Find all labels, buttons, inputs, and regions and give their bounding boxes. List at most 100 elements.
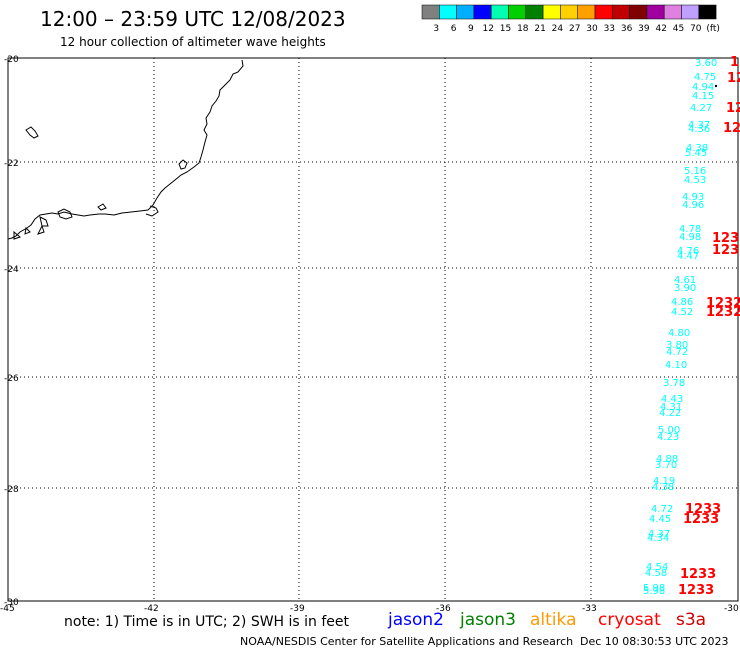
colorbar-swatch	[612, 4, 630, 20]
pass-time-label: 1232	[706, 296, 740, 311]
wave-height-label: 5.16	[684, 166, 706, 177]
colorbar-tick-label: 45	[673, 24, 684, 34]
track-point	[714, 84, 718, 88]
colorbar-swatch	[439, 4, 457, 20]
wave-height-label: 4.76	[677, 246, 699, 257]
graticule	[8, 58, 738, 601]
colorbar-swatch	[577, 4, 596, 20]
wave-height-label: 5.98	[643, 583, 665, 594]
wave-height-label: 4.72	[651, 504, 673, 515]
colorbar-swatch	[560, 4, 578, 20]
satellite-legend-item: altika	[530, 610, 577, 630]
colorbar-tick-label: 33	[604, 24, 615, 34]
colorbar-tick-label: 39	[638, 24, 650, 34]
wave-height-label: 4.96	[682, 200, 704, 211]
colorbar-swatch	[646, 4, 665, 20]
colorbar-tick-label: 70	[690, 24, 702, 34]
wave-height-label: 3.78	[663, 378, 685, 389]
satellite-legend-item: s3a	[676, 610, 706, 630]
longitude-tick-label: -39	[290, 604, 305, 614]
colorbar-swatch	[456, 4, 475, 20]
wave-height-label: 4.34	[647, 533, 669, 544]
longitude-tick-label: -45	[0, 604, 15, 614]
wave-height-label: 4.53	[684, 175, 706, 186]
colorbar-swatch	[698, 4, 717, 20]
longitude-tick-label: -42	[144, 604, 159, 614]
island-bay	[178, 159, 188, 170]
colorbar-tick-label: (ft)	[706, 24, 720, 34]
colorbar-tick-label: 27	[569, 24, 580, 34]
colorbar-swatch	[663, 4, 682, 20]
pass-time-label: 1233	[683, 512, 719, 527]
colorbar-tick-label: 15	[500, 24, 511, 34]
colorbar-tick-label: 3	[433, 24, 439, 34]
satellite-legend-item: jason3	[459, 610, 516, 630]
altimeter-track: 3.604.754.944.154.274.374.364.385.455.16…	[643, 58, 717, 597]
wave-height-label: 4.88	[656, 454, 678, 465]
colorbar-tick-label: 9	[468, 24, 474, 34]
wave-height-label: 4.98	[679, 232, 701, 243]
wave-height-label: 4.15	[692, 91, 714, 102]
longitude-tick-label: -33	[582, 604, 597, 614]
wave-height-label: 4.43	[661, 394, 683, 405]
wave-height-label: 5.45	[685, 148, 707, 159]
colorbar-swatch	[525, 4, 544, 20]
colorbar-swatch	[629, 4, 648, 20]
satellite-legend-item: cryosat	[598, 610, 661, 630]
satellite-legend: jason2 jason3 altika cryosat s3a	[387, 610, 706, 630]
latitude-tick-label: -24	[4, 265, 19, 275]
wave-height-label: 4.10	[665, 360, 687, 371]
wave-height-label: 4.37	[688, 120, 710, 131]
wave-height-label: 3.70	[655, 460, 677, 471]
wave-height-label: 5.98	[643, 586, 665, 597]
island-north	[25, 126, 39, 139]
colorbar-swatch	[421, 4, 440, 20]
latitude-tick-label: -22	[4, 159, 19, 169]
colorbar-tick-label: 21	[534, 24, 545, 34]
colorbar-swatch	[542, 4, 561, 20]
map-frame	[7, 57, 739, 602]
wave-height-label: 4.52	[671, 307, 693, 318]
wave-height-label: 4.75	[694, 72, 716, 83]
wave-height-label: 4.54	[646, 562, 668, 573]
colorbar-tick-label: 6	[451, 24, 457, 34]
wave-height-label: 4.22	[659, 408, 681, 419]
footer-credit: NOAA/NESDIS Center for Satellite Applica…	[240, 635, 573, 648]
colorbar-tick-label: 18	[517, 24, 529, 34]
latitude-tick-label: -20	[4, 55, 19, 65]
colorbar-swatch	[594, 4, 613, 20]
wave-height-label: 4.80	[668, 328, 690, 339]
wave-height-label: 4.19	[653, 476, 675, 487]
footer-timestamp: Dec 10 08:30:53 UTC 2023	[580, 635, 728, 648]
latitude-labels: -20 -22 -24 -26 -28 -30	[4, 55, 19, 608]
colorbar-tick-label: 36	[621, 24, 633, 34]
coastline	[7, 59, 244, 240]
colorbar-swatch	[681, 4, 700, 20]
wave-height-label: 4.27	[690, 103, 712, 114]
coastline-detail	[13, 203, 159, 240]
wave-height-label: 4.93	[682, 192, 704, 203]
pass-time-label: 12	[727, 71, 740, 86]
colorbar-tick-label: 42	[655, 24, 666, 34]
latitude-tick-label: -30	[4, 598, 19, 608]
footer-note: note: 1) Time is in UTC; 2) SWH is in fe…	[64, 614, 350, 630]
wave-height-label: 4.86	[671, 297, 693, 308]
wave-height-label: 4.38	[686, 143, 708, 154]
colorbar-tick-label: 12	[482, 24, 493, 34]
wave-height-label: 4.78	[679, 224, 701, 235]
longitude-tick-label: -30	[724, 604, 739, 614]
wave-height-label: 4.94	[692, 82, 714, 93]
colorbar-swatch	[473, 4, 492, 20]
pass-time-label: 1233	[678, 583, 714, 598]
colorbar-tick-label: 30	[586, 24, 598, 34]
wave-height-label: 4.45	[649, 514, 671, 525]
map-title: 12:00 – 23:59 UTC 12/08/2023	[40, 7, 346, 31]
pass-time-label: 1	[730, 55, 739, 70]
longitude-labels: -45 -42 -39 -36 -33 -30	[0, 604, 739, 614]
pass-time-label: 12	[723, 121, 740, 136]
satellite-legend-item: jason2	[387, 610, 444, 630]
latitude-tick-label: -28	[4, 485, 19, 495]
wave-height-label: 4.61	[674, 275, 696, 286]
wave-height-label: 4.38	[652, 482, 674, 493]
